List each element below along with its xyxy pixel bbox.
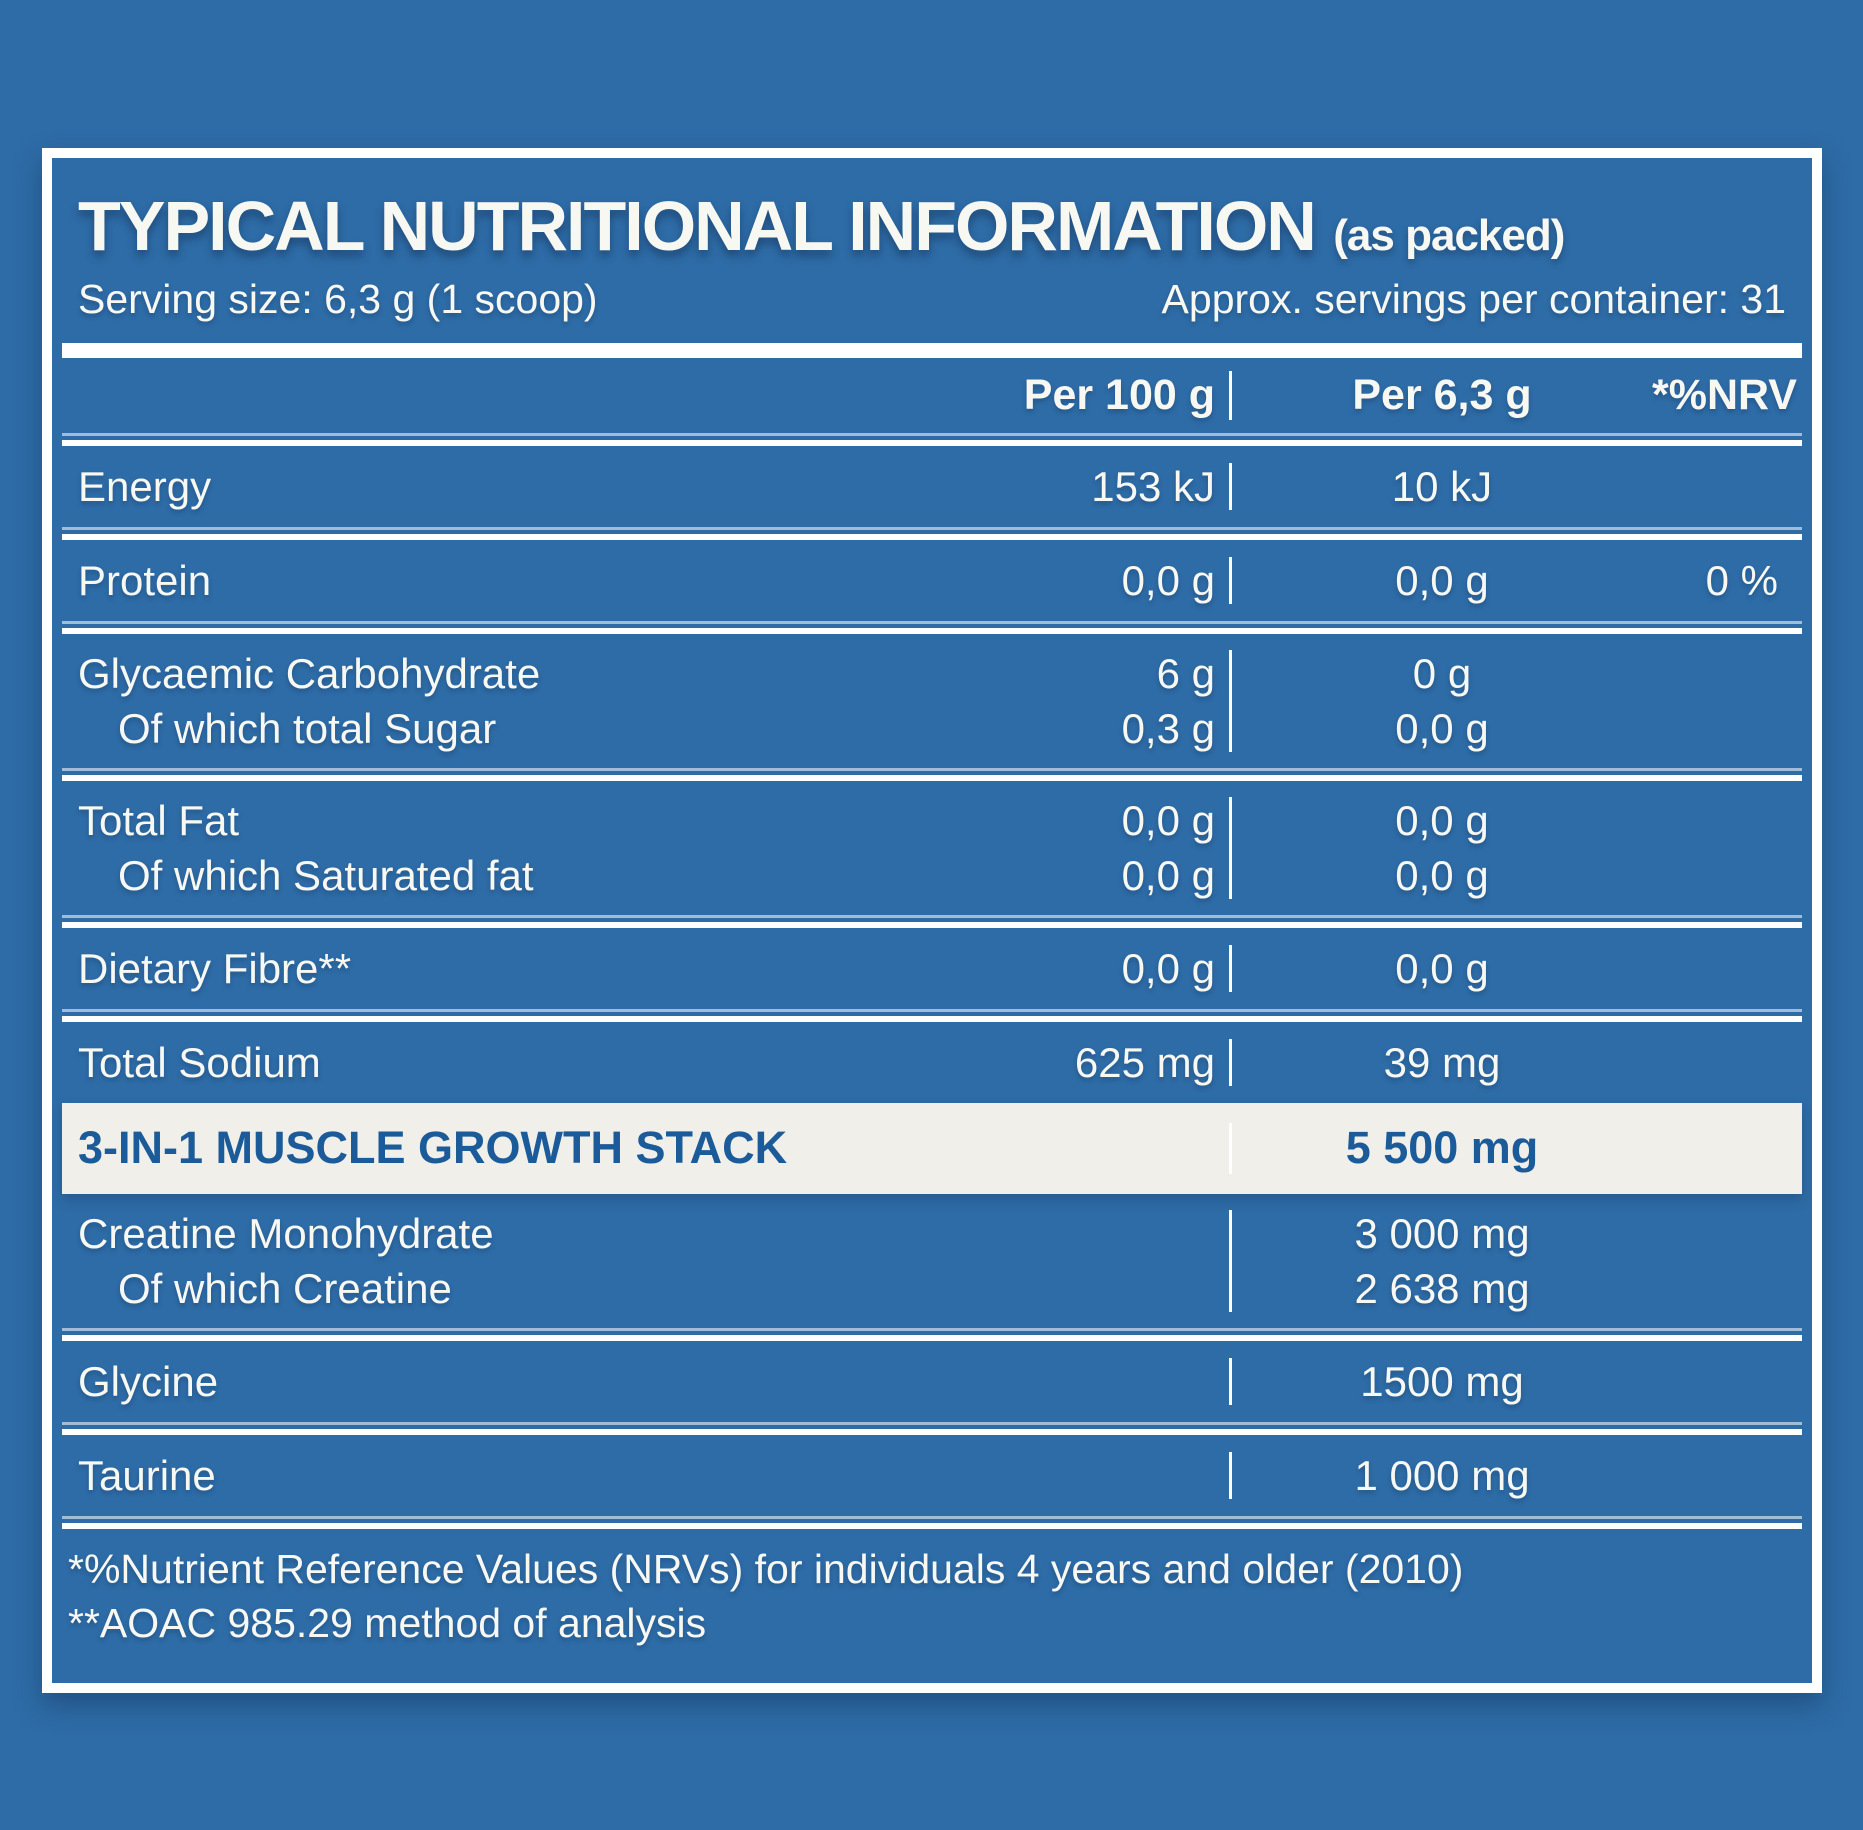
value-per-serving: 0,0 g — [1395, 705, 1489, 753]
row-separator — [62, 1515, 1802, 1529]
row-sublabel: Of which total Sugar — [118, 705, 497, 753]
value-per-100g: 625 mg — [1074, 1039, 1215, 1087]
row-separator — [62, 433, 1802, 446]
row-label: Glycine — [78, 1357, 219, 1405]
label-header: TYPICAL NUTRITIONAL INFORMATION (as pack… — [52, 158, 1812, 343]
stack-total-value: 5 500 mg — [1345, 1122, 1539, 1174]
value-per-100g: 0,3 g — [1121, 705, 1215, 753]
header-thick-rule — [62, 343, 1802, 358]
row-dietary-fibre: Dietary Fibre** 0,0 g 0,0 g — [62, 928, 1802, 1009]
col-header-nrv: *%NRV — [1652, 371, 1797, 419]
row-label: Total Sodium — [78, 1039, 321, 1087]
value-per-100g: 153 kJ — [1091, 463, 1215, 510]
row-label: Glycaemic Carbohydrate — [78, 650, 541, 698]
page-title: TYPICAL NUTRITIONAL INFORMATION — [78, 187, 1317, 265]
value-per-serving: 3 000 mg — [1354, 1209, 1530, 1257]
value-per-serving: 2 638 mg — [1354, 1264, 1530, 1312]
row-separator — [62, 527, 1802, 541]
row-separator — [62, 915, 1802, 929]
row-separator — [62, 1421, 1802, 1435]
value-per-100g: 0,0 g — [1121, 852, 1215, 900]
servings-per-container: Approx. servings per container: 31 — [1161, 276, 1786, 322]
value-per-serving: 0,0 g — [1395, 945, 1489, 993]
row-total-sodium: Total Sodium 625 mg 39 mg — [62, 1022, 1802, 1103]
row-total-fat: Total Fat Of which Saturated fat 0,0 g 0… — [62, 781, 1802, 915]
row-sublabel: Of which Creatine — [118, 1264, 452, 1312]
row-energy: Energy 153 kJ 10 kJ — [62, 446, 1802, 527]
value-nrv: 0 % — [1705, 557, 1778, 605]
row-label: Taurine — [78, 1451, 216, 1499]
value-per-serving: 1500 mg — [1360, 1357, 1524, 1405]
row-label: Total Fat — [78, 797, 240, 845]
stack-title: 3-IN-1 MUSCLE GROWTH STACK — [78, 1122, 788, 1174]
value-per-serving: 0,0 g — [1395, 852, 1489, 900]
value-per-100g: 6 g — [1156, 650, 1215, 698]
value-per-100g: 0,0 g — [1121, 797, 1215, 845]
title-suffix: (as packed) — [1333, 211, 1565, 260]
title-line: TYPICAL NUTRITIONAL INFORMATION (as pack… — [78, 186, 1786, 266]
row-sublabel: Of which Saturated fat — [118, 852, 534, 900]
row-label: Protein — [78, 557, 212, 605]
row-separator — [62, 1327, 1802, 1341]
row-glycine: Glycine 1500 mg — [62, 1341, 1802, 1422]
row-separator — [62, 768, 1802, 782]
table: Per 100 g Per 6,3 g *%NRV Energy 153 kJ … — [52, 343, 1812, 1677]
value-per-serving: 10 kJ — [1391, 463, 1493, 510]
row-label: Creatine Monohydrate — [78, 1209, 494, 1257]
label-frame: TYPICAL NUTRITIONAL INFORMATION (as pack… — [42, 148, 1822, 1693]
row-muscle-growth-stack: 3-IN-1 MUSCLE GROWTH STACK 5 500 mg — [62, 1103, 1802, 1194]
row-protein: Protein 0,0 g 0,0 g 0 % — [62, 540, 1802, 621]
row-separator — [62, 1009, 1802, 1023]
serving-size: Serving size: 6,3 g (1 scoop) — [78, 276, 598, 322]
row-separator — [62, 621, 1802, 635]
column-header-row: Per 100 g Per 6,3 g *%NRV — [62, 358, 1802, 433]
footnote-aoac: **AOAC 985.29 method of analysis — [68, 1599, 707, 1646]
footnote-nrv: *%Nutrient Reference Values (NRVs) for i… — [68, 1545, 1464, 1592]
value-per-serving: 0,0 g — [1395, 557, 1489, 605]
row-creatine-monohydrate: Creatine Monohydrate Of which Creatine 3… — [62, 1194, 1802, 1328]
serving-line: Serving size: 6,3 g (1 scoop) Approx. se… — [78, 276, 1786, 343]
row-label: Dietary Fibre** — [78, 945, 352, 993]
value-per-serving: 1 000 mg — [1354, 1451, 1530, 1499]
row-taurine: Taurine 1 000 mg — [62, 1435, 1802, 1516]
value-per-serving: 0,0 g — [1395, 797, 1489, 845]
col-header-per-6-3g: Per 6,3 g — [1229, 371, 1652, 420]
value-per-100g: 0,0 g — [1121, 557, 1215, 605]
footnotes: *%Nutrient Reference Values (NRVs) for i… — [62, 1529, 1802, 1677]
value-per-serving: 0 g — [1412, 650, 1472, 698]
col-header-per-100g: Per 100 g — [1023, 371, 1215, 419]
row-carbohydrate: Glycaemic Carbohydrate Of which total Su… — [62, 634, 1802, 768]
value-per-serving: 39 mg — [1383, 1039, 1501, 1087]
value-per-100g: 0,0 g — [1121, 945, 1215, 993]
row-label: Energy — [78, 463, 212, 510]
